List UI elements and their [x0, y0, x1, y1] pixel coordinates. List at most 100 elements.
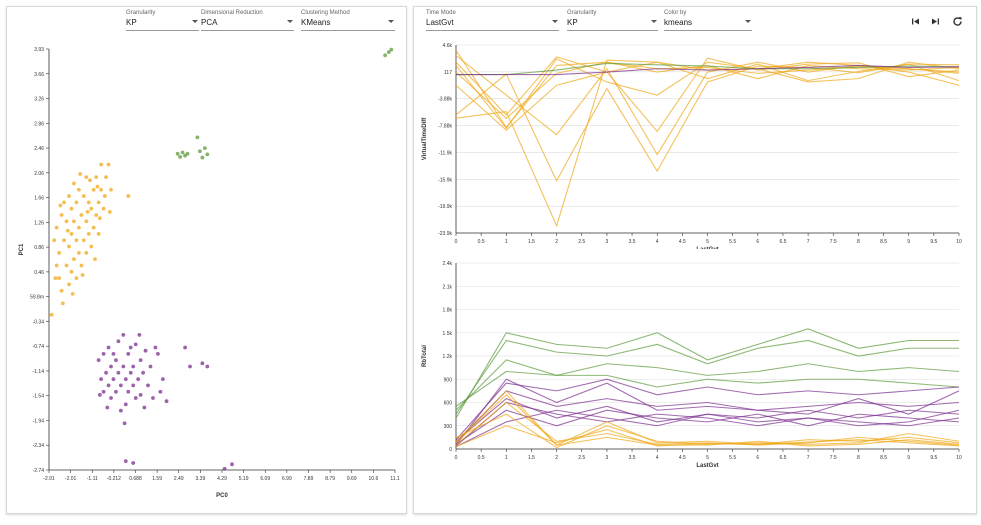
- series-line: [456, 62, 960, 76]
- scatter-point: [158, 389, 163, 394]
- scatter-point: [114, 358, 118, 363]
- series-line: [455, 59, 960, 228]
- series-line: [455, 393, 960, 447]
- scatter-point: [54, 263, 59, 268]
- refresh-icon[interactable]: [952, 16, 963, 29]
- scatter-point: [222, 466, 227, 471]
- series-line: [455, 61, 960, 119]
- scatter-point: [105, 405, 110, 410]
- scatter-point: [183, 345, 187, 350]
- select-underline: [426, 30, 559, 31]
- y-tick-label: -0.74: [33, 344, 45, 350]
- scatter-point: [53, 276, 58, 281]
- dimensional-reduction-select[interactable]: Dimensional Reduction PCA: [201, 10, 294, 32]
- skip-back-icon[interactable]: [911, 17, 920, 28]
- series-line: [455, 401, 960, 447]
- scatter-point: [78, 172, 83, 176]
- series-line: [455, 413, 960, 449]
- rb-total-chart[interactable]: 2.4k 2.1k 1.8k 1.5k 1.2k 900 600 300 00 0.5 1 1.5 2 2…: [414, 255, 974, 483]
- x-tick-label: 11.1: [390, 476, 400, 482]
- x-tick-label: 9.69: [347, 476, 357, 482]
- x-tick-label: 2.5: [578, 455, 585, 461]
- time-mode-select[interactable]: Time Mode LastGvt: [426, 10, 559, 32]
- y-tick-label: 2.4k: [443, 261, 453, 267]
- y-tick-label: -11.9k: [438, 150, 452, 156]
- x-tick-label: 3.5: [629, 239, 636, 245]
- series-line: [455, 425, 960, 448]
- scatter-point: [123, 402, 128, 407]
- scatter-point: [54, 225, 59, 230]
- scatter-point: [84, 175, 89, 180]
- y-tick-label: -2.34: [33, 443, 45, 449]
- scatter-point: [200, 361, 205, 366]
- scatter-point: [386, 50, 391, 55]
- x-tick-label: 1.59: [152, 476, 162, 482]
- scatter-point: [91, 225, 96, 230]
- color-by-value: kmeans: [664, 18, 693, 27]
- scatter-point: [131, 461, 136, 465]
- x-tick-label: 8.79: [325, 476, 335, 482]
- scatter-point: [96, 358, 101, 363]
- scatter-point: [121, 333, 126, 337]
- granularity-label: Granularity: [567, 10, 597, 16]
- y-tick-label: -1.94: [33, 418, 45, 424]
- y-tick-label: -1.14: [33, 369, 45, 375]
- series-line: [455, 370, 960, 407]
- scatter-point: [118, 408, 123, 413]
- pca-scatter-chart[interactable]: -2.91 -2.01 -1.11 -0.212 0.688 1.59 2.49 3.39 4.…: [7, 39, 404, 509]
- granularity-select[interactable]: Granularity KP: [126, 10, 199, 32]
- dimensional-reduction-value: PCA: [201, 18, 218, 27]
- scatter-point: [59, 213, 64, 217]
- x-axis-label: LastGvt: [696, 463, 718, 469]
- x-tick-label: 8.5: [880, 239, 887, 245]
- y-tick-label: 1.8k: [443, 308, 453, 314]
- scatter-point: [96, 200, 101, 205]
- scatter-point: [195, 135, 200, 140]
- scatter-point: [70, 291, 75, 296]
- scatter-point: [164, 399, 169, 404]
- x-tick-label: 4.5: [679, 239, 686, 245]
- y-tick-label: 0.46: [34, 270, 44, 276]
- x-tick-label: 6.99: [282, 476, 292, 482]
- skip-forward-icon[interactable]: [931, 17, 940, 28]
- scatter-point: [76, 187, 81, 192]
- x-tick-label: 10: [956, 455, 962, 461]
- x-tick-label: 9: [907, 239, 910, 245]
- y-tick-label: 2.1k: [443, 284, 453, 290]
- color-by-select[interactable]: Color by kmeans: [664, 10, 752, 32]
- x-tick-label: 6: [756, 455, 759, 461]
- scatter-point: [72, 219, 76, 224]
- scatter-point: [62, 200, 66, 205]
- chevron-down-icon: [287, 20, 293, 23]
- scatter-point: [84, 219, 89, 224]
- x-tick-label: 0.688: [129, 476, 142, 482]
- granularity-label: Granularity: [126, 10, 156, 16]
- y-tick-label: -19.9k: [438, 204, 452, 210]
- scatter-point: [60, 301, 65, 306]
- scatter-point: [89, 206, 94, 211]
- scatter-point: [58, 203, 63, 208]
- x-tick-label: 1: [505, 455, 508, 461]
- scatter-point: [111, 351, 116, 356]
- scatter-point: [72, 181, 76, 186]
- scatter-point: [109, 364, 113, 369]
- y-tick-label: -15.9k: [438, 177, 452, 183]
- y-tick-label: -0.34: [33, 319, 45, 325]
- x-tick-label: 0: [455, 455, 458, 461]
- series-line: [455, 378, 960, 441]
- granularity-select-right[interactable]: Granularity KP: [567, 10, 658, 32]
- y-tick-label: 1.2k: [443, 354, 453, 360]
- scatter-point: [142, 405, 147, 410]
- y-tick-label: 59.8m: [30, 295, 44, 301]
- x-tick-label: 7.5: [830, 455, 837, 461]
- x-tick-label: 6.09: [260, 476, 270, 482]
- scatter-point: [202, 146, 207, 150]
- x-tick-label: 1: [505, 239, 508, 245]
- time-mode-value: LastGvt: [426, 18, 454, 27]
- y-tick-label: 300: [444, 424, 453, 430]
- clustering-method-select[interactable]: Clustering Method KMeans: [301, 10, 395, 32]
- scatter-point: [72, 257, 76, 262]
- y-tick-label: 117: [444, 70, 452, 76]
- y-tick-label: 2.46: [34, 146, 44, 152]
- virtual-time-diff-chart[interactable]: 4.6k 117 -3.88k -7.88k -11.9k -15.9k -19.9k -23…: [414, 37, 974, 249]
